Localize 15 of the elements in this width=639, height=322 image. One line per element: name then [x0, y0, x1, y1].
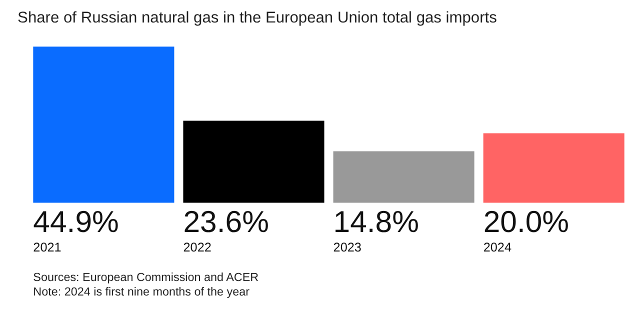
bar: [333, 151, 474, 203]
source-note: Sources: European Commission and ACER: [33, 270, 259, 284]
x-tick-label: 2022: [183, 240, 212, 255]
chart-title: Share of Russian natural gas in the European Union total gas imports: [18, 9, 498, 26]
bar: [183, 120, 324, 203]
bar: [33, 46, 174, 203]
data-label: 14.8%: [333, 206, 420, 240]
data-label: 20.0%: [483, 206, 570, 240]
text: Note: 2024 is first nine months of the year: [33, 285, 250, 298]
data-label: 44.9%: [33, 206, 119, 240]
x-tick-label: 2023: [333, 240, 362, 255]
x-tick-label: 2024: [483, 240, 512, 255]
data-label: 23.6%: [183, 206, 269, 240]
x-tick-label: 2021: [33, 240, 62, 255]
bar: [483, 133, 624, 203]
